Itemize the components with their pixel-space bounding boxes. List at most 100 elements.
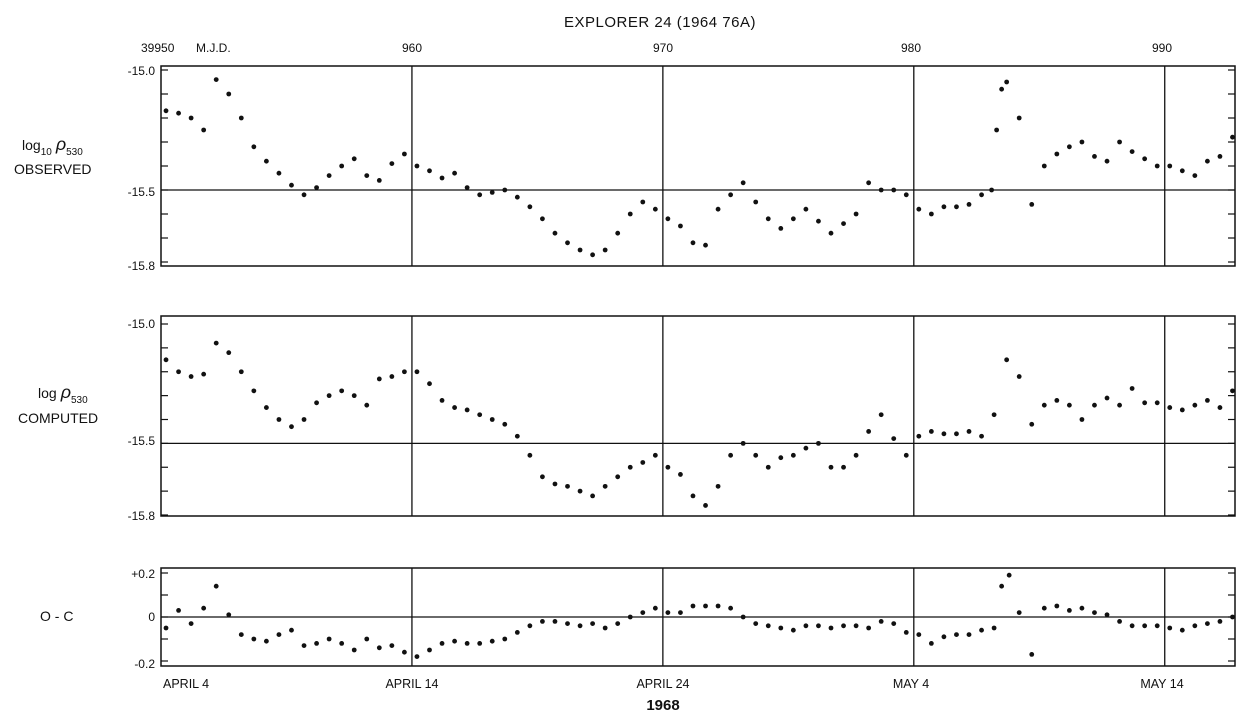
data-point-o-c-38	[640, 610, 646, 615]
data-point-computed-25	[477, 412, 483, 418]
data-point-computed-0	[163, 357, 169, 363]
data-point-computed-42	[690, 493, 696, 499]
data-point-observed-42	[690, 240, 696, 246]
data-point-observed-25	[477, 192, 483, 198]
data-point-observed-81	[1154, 163, 1160, 169]
data-point-observed-56	[866, 180, 872, 186]
panel-observed: -15.0 -15.5 -15.8 log10 ρ530 OBSERVED	[14, 64, 1236, 273]
data-point-computed-1	[176, 369, 181, 375]
data-point-observed-22	[439, 175, 445, 181]
data-point-observed-6	[238, 115, 244, 121]
data-point-observed-11	[301, 192, 307, 198]
data-point-observed-70	[1016, 115, 1022, 121]
data-point-computed-52	[816, 440, 821, 446]
data-point-observed-68	[999, 86, 1005, 92]
data-point-computed-59	[903, 452, 909, 458]
y-tick-observed-bottom: -15.8	[128, 259, 156, 273]
data-point-o-c-17	[376, 645, 382, 651]
ylabel-o-c: O - C	[40, 608, 73, 624]
x-bottom-tick-2: APRIL 24	[636, 677, 689, 691]
y-tick-o-c-mid: 0	[148, 610, 155, 624]
data-point-observed-38	[640, 199, 646, 205]
data-point-o-c-57	[878, 619, 884, 624]
data-point-observed-78	[1117, 139, 1122, 145]
data-point-computed-62	[941, 431, 947, 437]
data-point-observed-65	[979, 192, 984, 198]
data-point-computed-24	[464, 407, 470, 413]
data-point-computed-54	[841, 464, 846, 470]
data-point-o-c-68	[1006, 572, 1012, 578]
panel-observed-frame	[160, 65, 1236, 267]
y-tick-o-c-bottom: -0.2	[134, 657, 155, 671]
x-bottom-tick-1: APRIL 14	[385, 677, 438, 691]
data-point-o-c-79	[1142, 623, 1148, 629]
data-point-observed-13	[326, 173, 332, 179]
data-point-o-c-75	[1092, 610, 1097, 615]
data-point-o-c-81	[1167, 625, 1173, 631]
data-point-o-c-63	[954, 632, 959, 637]
data-point-computed-40	[665, 464, 671, 470]
data-point-computed-38	[640, 460, 646, 465]
data-point-o-c-29	[527, 623, 533, 629]
data-point-o-c-27	[502, 636, 508, 642]
data-point-computed-5	[226, 350, 232, 356]
data-point-computed-23	[452, 405, 457, 410]
data-point-o-c-12	[314, 641, 319, 646]
data-point-observed-15	[351, 156, 357, 162]
data-point-observed-1	[176, 110, 181, 116]
data-point-computed-28	[514, 433, 520, 439]
data-point-computed-9	[276, 417, 282, 422]
data-point-observed-7	[251, 144, 257, 150]
data-point-observed-69	[1004, 79, 1010, 85]
data-point-o-c-84	[1204, 621, 1210, 626]
data-point-o-c-64	[966, 632, 972, 637]
data-point-observed-53	[828, 230, 834, 236]
data-point-observed-62	[941, 204, 947, 210]
ylabel-observed-line2: OBSERVED	[14, 161, 92, 177]
data-point-o-c-32	[565, 621, 570, 626]
data-point-observed-40	[665, 216, 671, 222]
data-point-computed-21	[427, 381, 432, 387]
data-point-o-c-66	[991, 625, 997, 631]
data-point-o-c-43	[703, 603, 708, 609]
data-point-observed-66	[989, 187, 994, 193]
x-top-tick-2: 970	[653, 41, 673, 55]
data-point-observed-52	[816, 218, 821, 224]
data-point-o-c-46	[740, 614, 746, 620]
data-point-observed-50	[790, 216, 796, 222]
data-point-o-c-22	[439, 641, 445, 646]
data-point-computed-53	[828, 464, 834, 470]
data-point-o-c-26	[489, 638, 495, 644]
data-point-o-c-72	[1054, 603, 1060, 609]
data-point-computed-12	[314, 400, 319, 406]
data-point-o-c-39	[652, 605, 658, 611]
y-tick-observed-top: -15.0	[128, 64, 156, 78]
data-point-observed-17	[376, 178, 382, 183]
data-point-o-c-18	[389, 643, 395, 648]
data-point-computed-44	[715, 483, 721, 489]
data-point-o-c-65	[979, 627, 984, 633]
data-point-computed-77	[1129, 386, 1135, 391]
data-point-computed-80	[1167, 405, 1173, 410]
data-point-observed-4	[213, 77, 219, 82]
data-point-observed-63	[954, 204, 959, 210]
data-point-computed-65	[979, 433, 984, 439]
data-point-o-c-70	[1029, 652, 1035, 657]
data-point-o-c-77	[1117, 619, 1122, 624]
data-point-o-c-6	[238, 632, 244, 637]
data-point-o-c-24	[464, 641, 470, 646]
data-point-o-c-1	[176, 608, 181, 613]
data-point-computed-3	[201, 371, 207, 377]
data-point-observed-87	[1230, 134, 1235, 140]
data-point-computed-66	[991, 412, 997, 418]
data-point-computed-67	[1004, 357, 1010, 363]
data-point-observed-74	[1066, 144, 1072, 150]
data-point-o-c-33	[577, 623, 583, 629]
data-point-computed-17	[376, 376, 382, 382]
data-point-computed-4	[213, 340, 219, 346]
y-tick-computed-mid: -15.5	[128, 434, 156, 448]
data-point-computed-34	[590, 493, 596, 499]
data-point-observed-18	[389, 161, 395, 167]
y-tick-observed-mid: -15.5	[128, 185, 156, 199]
data-point-computed-43	[703, 503, 708, 508]
